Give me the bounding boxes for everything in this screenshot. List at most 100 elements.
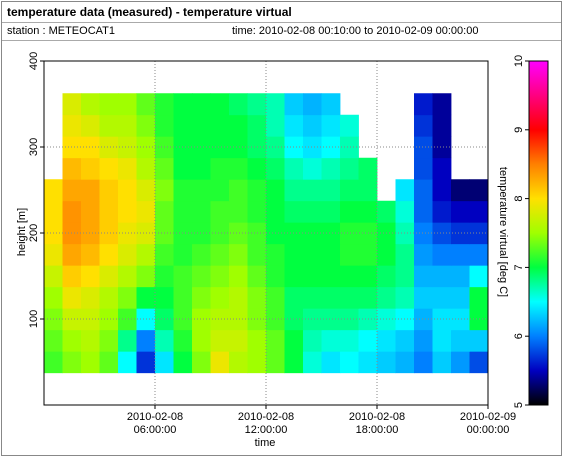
heatmap-cell xyxy=(414,200,433,223)
heatmap-cell xyxy=(99,308,119,331)
heatmap-cell xyxy=(321,222,341,245)
station: station : METEOCAT1 xyxy=(7,25,115,37)
heatmap-cell xyxy=(340,286,359,309)
heatmap-cell xyxy=(136,222,156,245)
heatmap-cell xyxy=(192,243,211,266)
heatmap-cell xyxy=(247,286,267,309)
x-tick-label: 2010-02-08 12:00:00 xyxy=(237,411,295,436)
heatmap-cell xyxy=(340,136,359,159)
heatmap-cell xyxy=(62,93,82,116)
heatmap-cell xyxy=(99,93,119,116)
heatmap-cell xyxy=(136,351,156,374)
heatmap-cell xyxy=(192,200,211,223)
heatmap-cell xyxy=(358,157,378,180)
plot-border xyxy=(43,60,489,406)
heatmap-cell xyxy=(414,114,433,137)
heatmap-cell xyxy=(118,222,137,245)
heatmap-cell xyxy=(44,265,63,288)
heatmap-cell xyxy=(136,179,156,202)
heatmap-cell xyxy=(247,136,267,159)
heatmap-cell xyxy=(229,157,248,180)
heatmap-cell xyxy=(99,200,119,223)
heatmap-cell xyxy=(192,308,211,331)
heatmap-cell xyxy=(469,265,489,288)
heatmap-cell xyxy=(358,222,378,245)
heatmap-cell xyxy=(432,200,452,223)
heatmap-cell xyxy=(303,243,322,266)
heatmap-cell xyxy=(99,351,119,374)
heatmap-cell xyxy=(62,265,82,288)
y-tick-label: 400 xyxy=(28,52,40,70)
heatmap-cell xyxy=(136,136,156,159)
heatmap-cell xyxy=(155,265,174,288)
heatmap-cell xyxy=(210,200,230,223)
heatmap-cell xyxy=(266,93,285,116)
heatmap-cell xyxy=(81,222,100,245)
heatmap-cell xyxy=(136,93,156,116)
heatmap-cell xyxy=(469,200,489,223)
heatmap-cell xyxy=(118,286,137,309)
heatmap-cell xyxy=(247,114,267,137)
heatmap-cell xyxy=(303,114,322,137)
heatmap-cell xyxy=(136,308,156,331)
heatmap-cell xyxy=(81,114,100,137)
heatmap-cell xyxy=(229,114,248,137)
heatmap-cell xyxy=(266,243,285,266)
heatmap-cell xyxy=(321,286,341,309)
heatmap-cell xyxy=(155,179,174,202)
heatmap-cell xyxy=(62,351,82,374)
heatmap-cell xyxy=(284,200,304,223)
heatmap-cell xyxy=(395,265,415,288)
heatmap-cell xyxy=(303,93,322,116)
chart-title: temperature data (measured) - temperatur… xyxy=(7,5,292,19)
heatmap-cell xyxy=(358,286,378,309)
heatmap-cell xyxy=(81,351,100,374)
heatmap-cell xyxy=(155,351,174,374)
heatmap-cell xyxy=(247,222,267,245)
heatmap-cell xyxy=(136,157,156,180)
heatmap-cell xyxy=(247,157,267,180)
heatmap-cell xyxy=(118,243,137,266)
heatmap-cell xyxy=(155,200,174,223)
colorbar-tick-label: 5 xyxy=(513,402,525,408)
heatmap-cell xyxy=(284,265,304,288)
heatmap-cell xyxy=(155,114,174,137)
heatmap-cell xyxy=(414,265,433,288)
heatmap-cell xyxy=(229,286,248,309)
heatmap-cell xyxy=(303,329,322,352)
x-tick-label: 2010-02-09 00:00:00 xyxy=(459,411,517,436)
heatmap-cell xyxy=(358,179,378,202)
heatmap-cell xyxy=(432,93,452,116)
heatmap-cell xyxy=(173,243,193,266)
heatmap-cell xyxy=(247,200,267,223)
heatmap-cell xyxy=(266,179,285,202)
heatmap-cell xyxy=(321,114,341,137)
heatmap-cell xyxy=(451,351,470,374)
heatmap-cell xyxy=(118,93,137,116)
heatmap-cell xyxy=(44,243,63,266)
heatmap-cell xyxy=(62,286,82,309)
heatmap-cell xyxy=(284,286,304,309)
heatmap-cell xyxy=(395,200,415,223)
heatmap-cell xyxy=(321,157,341,180)
heatmap-cell xyxy=(358,243,378,266)
heatmap-cell xyxy=(192,93,211,116)
heatmap-cell xyxy=(229,179,248,202)
heatmap-cell xyxy=(414,351,433,374)
heatmap-cell xyxy=(173,351,193,374)
heatmap-cell xyxy=(44,329,63,352)
heatmap-cell xyxy=(44,351,63,374)
colorbar xyxy=(528,60,549,406)
heatmap-cell xyxy=(266,114,285,137)
heatmap-cell xyxy=(118,329,137,352)
heatmap-cell xyxy=(118,308,137,331)
heatmap-cell xyxy=(284,93,304,116)
heatmap-cell xyxy=(469,308,489,331)
heatmap-cell xyxy=(340,114,359,137)
heatmap-cell xyxy=(136,286,156,309)
heatmap-cell xyxy=(321,93,341,116)
heatmap-cell xyxy=(118,179,137,202)
heatmap-cell xyxy=(81,243,100,266)
heatmap-cell xyxy=(303,157,322,180)
